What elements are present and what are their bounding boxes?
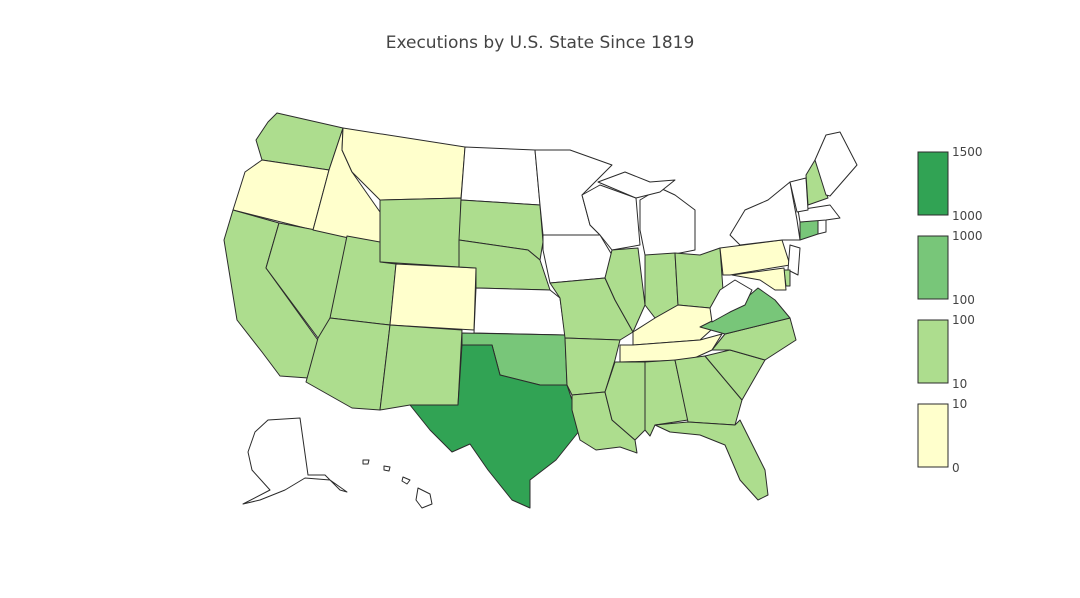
legend-bottom-label: 0 (952, 461, 960, 475)
state-GA[interactable] (674, 355, 743, 426)
state-ND[interactable] (460, 146, 541, 206)
legend-swatch (917, 151, 949, 216)
legend-swatch (917, 403, 949, 468)
state-ME[interactable] (814, 131, 858, 197)
state-KY[interactable] (632, 304, 721, 346)
legend-bottom-label: 10 (952, 377, 967, 391)
legend-swatch (917, 319, 949, 384)
state-WV[interactable] (709, 279, 753, 323)
state-FL[interactable] (654, 419, 769, 501)
state-AK[interactable] (242, 417, 348, 505)
legend-swatch (917, 235, 949, 300)
state-NM[interactable] (379, 324, 463, 411)
state-NJ[interactable] (787, 244, 801, 276)
state-CO[interactable] (389, 263, 477, 331)
state-MI[interactable] (639, 187, 696, 256)
legend-bottom-label: 100 (952, 293, 975, 307)
state-MD[interactable] (731, 267, 787, 291)
state-WI[interactable] (581, 184, 641, 251)
state-HI-kauai[interactable] (362, 459, 370, 465)
state-TX[interactable] (409, 344, 581, 509)
legend-top-label: 100 (952, 313, 975, 327)
state-OR[interactable] (232, 159, 330, 231)
state-CT[interactable] (799, 219, 819, 241)
state-RI[interactable] (817, 219, 827, 235)
chart-title: Executions by U.S. State Since 1819 (385, 33, 695, 53)
legend-top-label: 1000 (952, 229, 983, 243)
state-VT[interactable] (789, 177, 809, 213)
state-HI[interactable] (415, 487, 433, 509)
state-HI-oahu[interactable] (383, 465, 391, 472)
state-MA[interactable] (797, 204, 841, 223)
state-IA[interactable] (542, 234, 613, 284)
state-MI-upper[interactable] (597, 171, 676, 199)
legend-top-label: 10 (952, 397, 967, 411)
state-WY[interactable] (379, 197, 462, 268)
state-NY[interactable] (729, 181, 801, 246)
state-NH[interactable] (805, 159, 829, 206)
legend-bottom-label: 1000 (952, 209, 983, 223)
state-HI-maui[interactable] (401, 476, 411, 485)
legend-top-label: 1500 (952, 145, 983, 159)
state-KS[interactable] (473, 287, 566, 336)
